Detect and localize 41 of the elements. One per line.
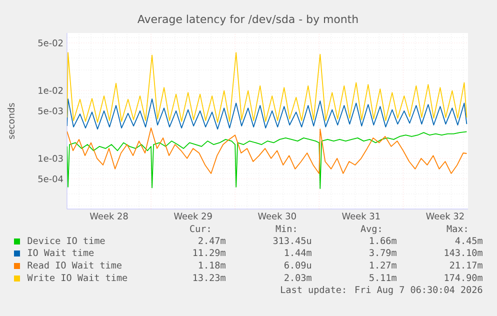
- text: 2.47m: [198, 237, 226, 244]
- x-tick-label: Week 29: [174, 212, 212, 220]
- text: 13.23m: [193, 274, 226, 282]
- text: 4.45m: [455, 237, 482, 244]
- text: 6.09u: [284, 262, 311, 269]
- text: Last update: Fri Aug 7 06:30:04 2026: [281, 286, 482, 295]
- text: 2.03m: [284, 274, 312, 282]
- line-series: [67, 98, 468, 130]
- x-tick-label: Week 31: [342, 212, 380, 220]
- chart-title: Average latency for /dev/sda - by month: [138, 14, 358, 26]
- text: 313.45u: [273, 237, 311, 244]
- legend-label: Write IO Wait time: [27, 274, 128, 282]
- y-tick-label: 5e-04: [38, 175, 63, 182]
- x-tick-label: Week 30: [258, 212, 296, 220]
- text: 5.11m: [370, 274, 396, 282]
- text: 3.79m: [370, 249, 396, 256]
- text: 1.18m: [199, 262, 226, 269]
- y-axis-title: seconds: [8, 103, 14, 139]
- line-series: [67, 52, 468, 123]
- text: 174.90m: [444, 274, 482, 282]
- legend-label: Read IO Wait time: [28, 261, 122, 269]
- legend-label: IO Wait time: [28, 248, 94, 256]
- text: 21.17m: [450, 262, 482, 268]
- text: 11.29m: [193, 249, 226, 256]
- x-tick-label: Week 32: [426, 212, 464, 220]
- text: Min:: [276, 224, 296, 232]
- x-tick-label: Week 28: [90, 212, 128, 220]
- y-tick-label: 1e-03: [38, 154, 63, 162]
- text: Avg:: [360, 225, 381, 234]
- text: 143.10m: [444, 249, 482, 256]
- y-tick-label: 5e-03: [38, 107, 63, 114]
- legend-label: Device IO time: [28, 236, 105, 244]
- text: 1.27m: [370, 262, 396, 268]
- line-series: [67, 128, 468, 174]
- text: 1.66m: [370, 237, 396, 244]
- text: 1.44m: [285, 249, 312, 256]
- line-series: [67, 131, 468, 189]
- y-tick-label: 1e-02: [38, 87, 63, 94]
- y-tick-label: 5e-02: [38, 40, 63, 46]
- text: Max:: [446, 225, 467, 232]
- text: Cur:: [190, 225, 210, 232]
